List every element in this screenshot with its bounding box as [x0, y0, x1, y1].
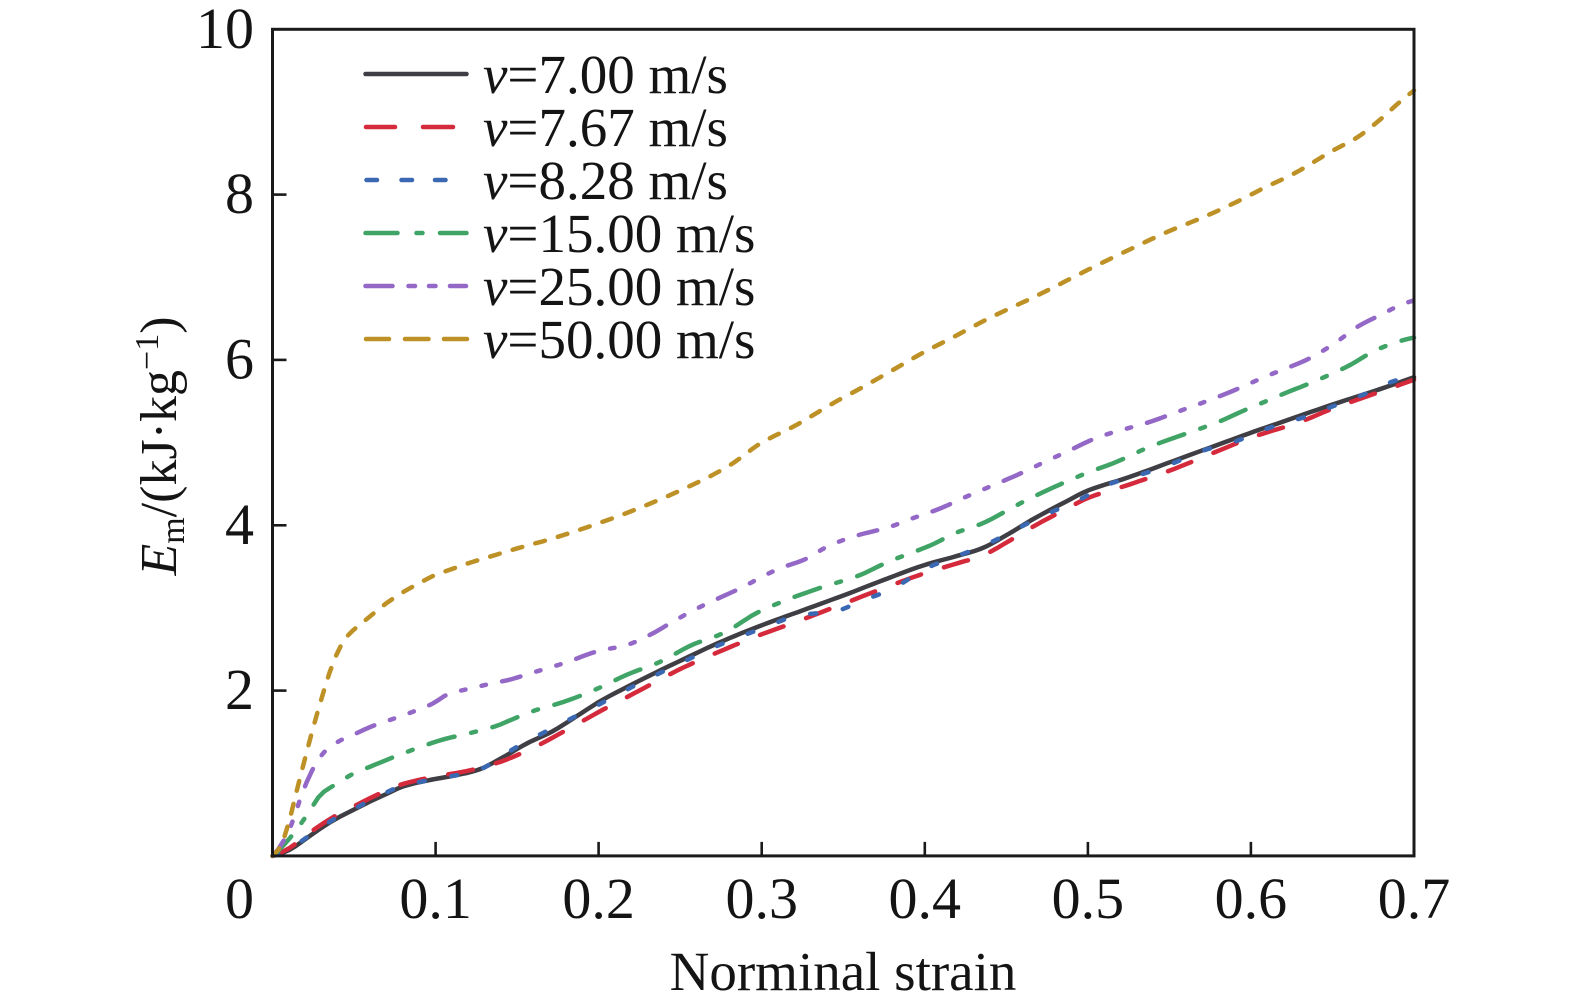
svg-text:0.7: 0.7 — [1378, 866, 1451, 931]
svg-text:v=7.00 m/s: v=7.00 m/s — [483, 44, 728, 105]
svg-text:4: 4 — [225, 492, 254, 557]
svg-text:0.1: 0.1 — [399, 866, 472, 931]
svg-text:2: 2 — [225, 657, 254, 722]
svg-text:6: 6 — [225, 326, 254, 391]
svg-text:v=25.00 m/s: v=25.00 m/s — [483, 256, 755, 317]
svg-text:Em/(kJ·kg−1): Em/(kJ·kg−1) — [129, 316, 192, 576]
svg-text:v=50.00 m/s: v=50.00 m/s — [483, 309, 755, 370]
svg-text:0.4: 0.4 — [889, 866, 962, 931]
svg-text:v=15.00 m/s: v=15.00 m/s — [483, 203, 755, 264]
svg-text:v=8.28 m/s: v=8.28 m/s — [483, 150, 728, 211]
svg-text:8: 8 — [225, 161, 254, 226]
svg-text:10: 10 — [196, 0, 254, 61]
svg-text:0.3: 0.3 — [725, 866, 798, 931]
svg-text:0: 0 — [225, 866, 254, 931]
svg-text:v=7.67 m/s: v=7.67 m/s — [483, 97, 728, 158]
svg-text:0.6: 0.6 — [1215, 866, 1288, 931]
svg-text:0.5: 0.5 — [1052, 866, 1125, 931]
svg-text:0.2: 0.2 — [562, 866, 635, 931]
svg-text:Norminal strain: Norminal strain — [670, 941, 1017, 1002]
